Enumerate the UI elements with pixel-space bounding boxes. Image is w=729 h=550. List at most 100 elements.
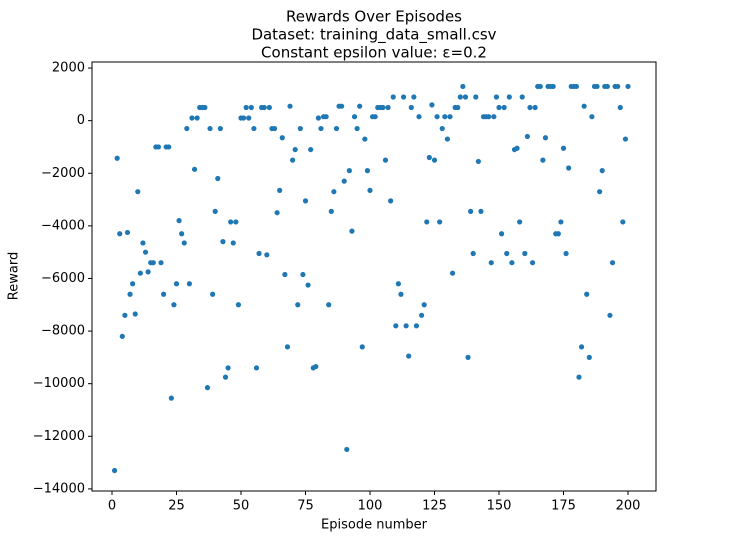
point <box>385 104 391 111</box>
point <box>380 104 386 111</box>
y-tick-label: −2000 <box>41 166 85 181</box>
x-tick-label: 25 <box>168 499 185 514</box>
point <box>292 146 298 153</box>
point <box>578 344 585 350</box>
chart-title: Rewards Over Episodes <box>286 8 462 26</box>
point <box>367 187 373 193</box>
point <box>279 135 285 141</box>
point <box>501 104 507 111</box>
point <box>589 114 595 120</box>
point <box>333 125 340 132</box>
point <box>558 219 564 225</box>
point <box>424 219 430 225</box>
x-tick-label: 75 <box>297 499 314 514</box>
point <box>609 260 616 266</box>
point <box>550 83 556 90</box>
point <box>132 311 138 317</box>
point <box>323 114 329 120</box>
point <box>114 155 120 161</box>
point <box>413 323 420 329</box>
point <box>504 250 510 257</box>
point <box>364 168 371 174</box>
x-tick-label: 150 <box>487 499 512 514</box>
point <box>284 344 291 350</box>
point <box>122 312 128 318</box>
point <box>509 260 515 266</box>
point <box>524 133 530 140</box>
point <box>457 94 463 100</box>
point <box>514 145 520 151</box>
point <box>468 208 474 215</box>
point <box>522 250 528 257</box>
point <box>142 249 149 255</box>
point <box>390 94 396 100</box>
point <box>597 189 603 195</box>
point <box>225 365 231 371</box>
point <box>318 125 324 132</box>
point <box>253 365 260 371</box>
point <box>519 94 525 100</box>
point <box>357 103 363 109</box>
point <box>124 229 131 236</box>
point <box>217 125 223 132</box>
point <box>158 260 164 266</box>
y-tick-label: −12000 <box>33 429 85 444</box>
point <box>620 219 626 225</box>
y-tick-label: −8000 <box>41 324 85 339</box>
point <box>173 281 180 287</box>
point <box>529 260 536 266</box>
point <box>315 115 321 121</box>
point <box>305 282 311 288</box>
point <box>527 104 533 111</box>
x-tick-label: 175 <box>551 499 576 514</box>
point <box>191 166 198 172</box>
point <box>604 83 610 90</box>
point <box>382 157 389 163</box>
point <box>274 210 280 216</box>
point <box>586 354 592 360</box>
point <box>264 252 270 258</box>
point <box>408 104 414 111</box>
x-tick-label: 200 <box>616 499 641 514</box>
point <box>302 198 309 204</box>
point <box>506 94 512 100</box>
point <box>282 271 288 278</box>
point <box>326 302 332 308</box>
point <box>599 168 605 174</box>
point <box>251 125 257 132</box>
point <box>354 125 360 132</box>
point <box>289 157 296 163</box>
chart-subtitle: Constant epsilon value: ε=0.2 <box>261 44 487 62</box>
x-tick-label: 100 <box>358 499 383 514</box>
point <box>233 219 239 225</box>
point <box>295 302 301 308</box>
point <box>362 136 368 142</box>
point <box>277 187 283 193</box>
point <box>351 114 358 120</box>
point <box>204 385 211 391</box>
point <box>240 115 247 121</box>
point <box>140 240 146 246</box>
point <box>287 103 293 109</box>
point <box>215 175 221 182</box>
point <box>117 231 123 237</box>
point <box>248 104 254 111</box>
point <box>150 260 156 266</box>
point <box>439 125 445 132</box>
point <box>622 136 629 142</box>
point <box>119 333 125 339</box>
point <box>145 269 151 275</box>
point <box>372 114 378 120</box>
point <box>166 144 172 150</box>
point <box>127 291 133 297</box>
point <box>488 260 494 266</box>
point <box>184 125 190 132</box>
point <box>194 115 200 121</box>
x-tick-label: 0 <box>108 499 116 514</box>
point <box>328 208 334 215</box>
point <box>168 395 174 401</box>
point <box>532 104 538 111</box>
point <box>130 281 136 287</box>
point <box>625 83 631 90</box>
